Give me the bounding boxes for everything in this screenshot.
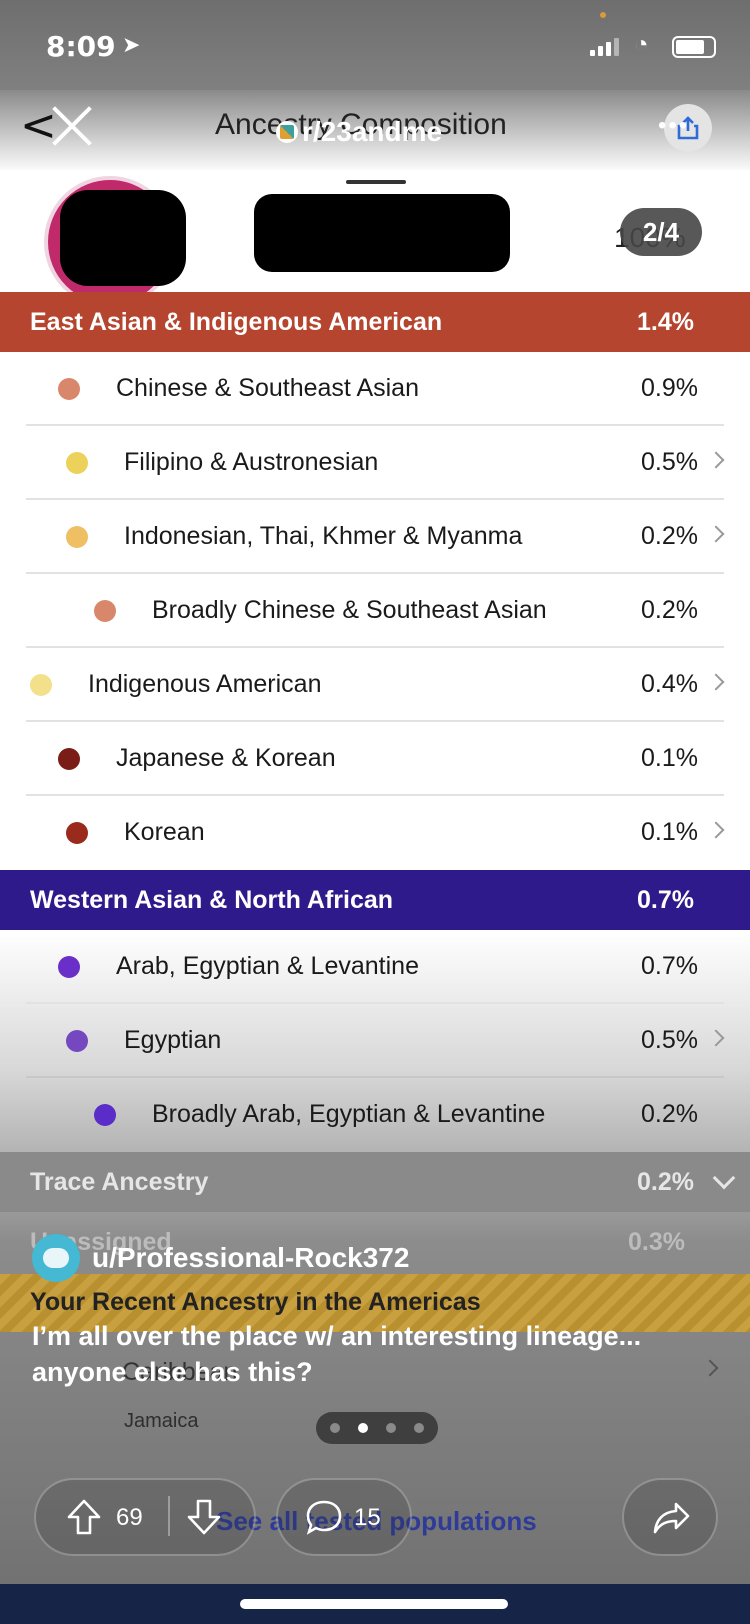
list-item[interactable]: Japanese & Korean 0.1% [26,722,724,796]
page-title: Ancestry Composition [215,108,507,141]
share-arrow-icon[interactable] [650,1500,692,1536]
redaction-mask [60,190,186,286]
region-label: Trace Ancestry [30,1167,209,1196]
list-item[interactable]: Filipino & Austronesian 0.5% [26,426,725,500]
population-label: Korean [124,818,205,846]
chevron-down-icon [712,1166,736,1190]
comments-button[interactable] [276,1478,412,1556]
battery-icon [672,36,716,58]
population-label: Broadly Chinese & Southeast Asian [152,596,547,624]
population-percentage: 0.1% [641,818,698,846]
list-item[interactable]: Broadly Chinese & Southeast Asian 0.2% [26,574,724,648]
share-button[interactable] [664,104,712,152]
carousel-page-counter: 2/4 [620,208,702,256]
population-percentage: 0.2% [641,522,698,550]
list-item[interactable]: Arab, Egyptian & Levantine 0.7% [26,930,724,1004]
list-item[interactable]: Indigenous American 0.4% [26,648,725,722]
home-indicator[interactable] [240,1599,508,1609]
population-percentage: 0.4% [641,670,698,698]
cellular-signal-icon [590,38,619,56]
comment-icon[interactable] [304,1498,344,1536]
unassigned-percentage: 0.3% [628,1228,685,1256]
pagination-dot-active[interactable] [358,1423,368,1433]
vote-divider [168,1496,170,1536]
downvote-icon[interactable] [186,1498,222,1536]
region-header-western-asian[interactable]: Western Asian & North African 0.7% [0,870,750,930]
population-percentage: 0.2% [641,596,698,624]
color-dot-icon [94,1104,116,1126]
list-item[interactable]: Egyptian 0.5% [26,1004,725,1078]
region-header-east-asian[interactable]: East Asian & Indigenous American 1.4% [0,292,750,352]
chevron-right-icon [707,525,725,543]
status-time: 8:09 [46,30,116,63]
list-item[interactable]: Chinese & Southeast Asian 0.9% [26,352,724,426]
population-percentage: 0.5% [641,1026,698,1054]
color-dot-icon [94,600,116,622]
pagination-dot[interactable] [330,1423,340,1433]
subreddit-label[interactable]: r/23andme [276,116,442,148]
population-percentage: 0.2% [641,1100,698,1128]
chevron-right-icon [707,673,725,691]
population-percentage: 0.5% [641,448,698,476]
app-header: < Ancestry Composition r/23andme ••• [0,90,750,170]
region-percentage: 0.7% [637,885,694,914]
carousel-pagination [316,1412,438,1444]
region-percentage: 0.2% [637,1167,694,1196]
drag-handle[interactable] [346,180,406,184]
list-item[interactable]: Indonesian, Thai, Khmer & Myanma 0.2% [26,500,725,574]
color-dot-icon [58,748,80,770]
population-label: Chinese & Southeast Asian [116,374,419,402]
population-label: Indigenous American [88,670,322,698]
region-header-trace-ancestry[interactable]: Trace Ancestry 0.2% [0,1152,750,1212]
region-label: Western Asian & North African [30,885,394,914]
comment-count: 15 [354,1504,381,1531]
population-label: Japanese & Korean [116,744,336,772]
color-dot-icon [30,674,52,696]
location-arrow-icon: ➤ [122,32,141,57]
color-dot-icon [58,956,80,978]
population-label: Indonesian, Thai, Khmer & Myanma [124,522,523,550]
post-title[interactable]: I’m all over the place w/ an interesting… [32,1321,642,1387]
region-label: East Asian & Indigenous American [30,307,443,336]
americas-section-band [0,1274,750,1332]
redaction-mask [254,194,510,272]
list-item[interactable]: Korean 0.1% [26,796,725,870]
color-dot-icon [66,452,88,474]
population-percentage: 0.7% [641,952,698,980]
share-upload-icon [677,116,699,140]
americas-section-title: Your Recent Ancestry in the Americas [30,1288,481,1316]
chevron-right-icon [707,821,725,839]
chevron-right-icon [707,451,725,469]
upvote-count: 69 [116,1504,143,1531]
population-label: Egyptian [124,1026,222,1054]
population-label: Broadly Arab, Egyptian & Levantine [152,1100,546,1128]
americas-place-label: Jamaica [124,1410,199,1432]
population-percentage: 0.1% [641,744,698,772]
population-label: Filipino & Austronesian [124,448,379,476]
post-author[interactable]: u/Professional-Rock372 [92,1242,410,1273]
chevron-right-icon [707,1029,725,1047]
status-bar: 8:09 ➤ ◔ [0,0,750,90]
pagination-dot[interactable] [414,1423,424,1433]
upvote-icon[interactable] [66,1498,102,1536]
subreddit-logo-icon [276,121,298,143]
color-dot-icon [58,378,80,400]
color-dot-icon [66,822,88,844]
list-item[interactable]: Broadly Arab, Egyptian & Levantine 0.2% [26,1078,724,1152]
more-options-icon[interactable]: ••• [658,112,690,139]
color-dot-icon [66,1030,88,1052]
color-dot-icon [66,526,88,548]
user-avatar-icon[interactable] [32,1234,80,1282]
population-percentage: 0.9% [641,374,698,402]
close-icon[interactable] [50,104,94,148]
subreddit-name: r/23andme [302,116,443,147]
americas-region-label[interactable]: Caribbean [122,1358,238,1386]
privacy-indicator-icon [600,12,606,18]
wifi-icon: ◔ [634,31,649,58]
region-percentage: 1.4% [637,307,694,336]
pagination-dot[interactable] [386,1423,396,1433]
share-post-button[interactable] [622,1478,718,1556]
population-label: Arab, Egyptian & Levantine [116,952,419,980]
